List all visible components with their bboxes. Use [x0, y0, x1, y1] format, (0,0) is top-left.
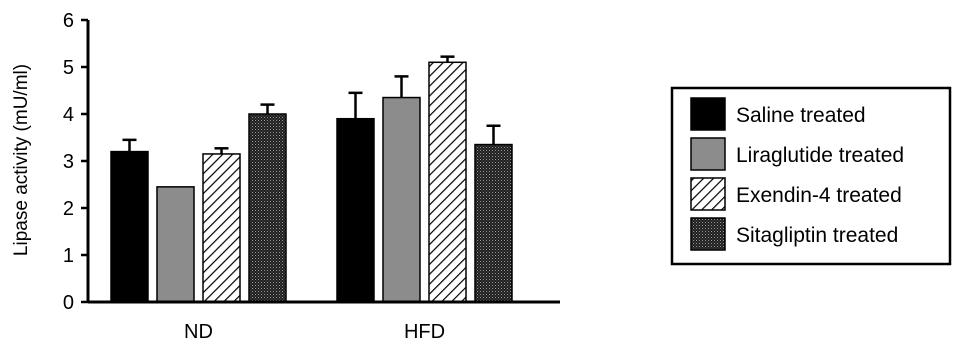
legend-label: Exendin-4 treated [736, 184, 902, 207]
y-tick-label: 5 [63, 57, 74, 79]
bar [202, 153, 241, 303]
legend-swatch [690, 177, 726, 211]
y-axis: 0 1 2 3 4 5 6 [63, 10, 90, 314]
bar [382, 96, 421, 303]
bar [428, 61, 467, 303]
bar [156, 186, 195, 303]
y-tick-label: 0 [63, 292, 74, 314]
y-axis-label: Lipase activity (mU/ml) [11, 64, 32, 256]
y-tick-label: 3 [63, 151, 74, 173]
bar [336, 117, 375, 303]
legend-label: Liraglutide treated [736, 144, 904, 167]
legend-swatch [690, 97, 726, 131]
y-tick-label: 6 [63, 10, 74, 32]
x-axis: ND HFD [88, 300, 560, 343]
x-tick-label: HFD [404, 321, 445, 343]
legend-swatch [690, 137, 726, 171]
y-tick-label: 2 [63, 198, 74, 220]
bars [110, 55, 513, 303]
legend-label: Saline treated [736, 104, 866, 127]
legend: Saline treated Liraglutide treated Exendin… [670, 86, 952, 266]
x-tick-label: ND [184, 321, 213, 343]
bar [248, 113, 287, 303]
bar [474, 143, 513, 303]
bar [110, 150, 149, 303]
y-tick-label: 4 [63, 104, 74, 126]
y-tick-label: 1 [63, 245, 74, 267]
legend-swatch [690, 217, 726, 251]
legend-label: Sitagliptin treated [736, 224, 898, 247]
